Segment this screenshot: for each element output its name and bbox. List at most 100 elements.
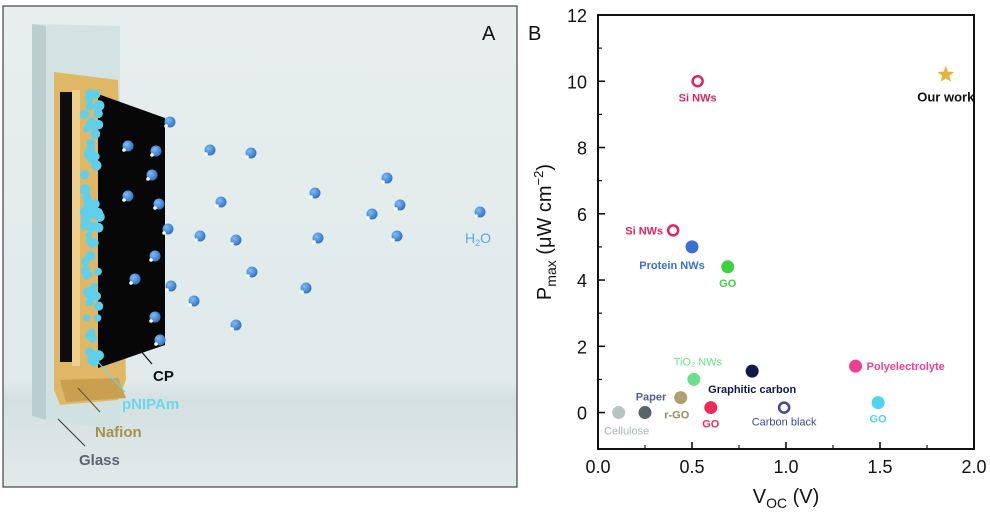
pnipam-bead — [83, 125, 91, 133]
water-hydrogen — [164, 124, 168, 128]
point-si-nws — [666, 224, 680, 237]
nafion-leader — [77, 387, 101, 413]
point-label-r-go: r-GO — [664, 410, 690, 422]
water-hydrogen — [474, 214, 478, 218]
water-hydrogen — [230, 327, 234, 331]
nafion-label: Nafion — [95, 424, 142, 441]
water-hydrogen — [149, 258, 153, 262]
pnipam-bead — [88, 334, 97, 343]
pnipam-bead — [85, 89, 95, 99]
point-label-go: GO — [719, 278, 737, 290]
device-schematic: CP pNIPAm Nafion Glass H2O A — [2, 5, 518, 488]
water-hydrogen — [381, 180, 385, 184]
pnipam-bead — [90, 238, 99, 248]
pnipam-bead — [93, 222, 104, 233]
point-label-graphitic-carbon: Graphitic carbon — [708, 384, 796, 396]
water-hydrogen — [394, 207, 398, 211]
pnipam-bead — [85, 298, 94, 307]
x-tick-label: 1.5 — [867, 457, 892, 477]
pnipam-bead — [92, 152, 100, 161]
scatter-chart: B 0.0 0.5 1.0 1.5 2.0 0 2 4 6 8 10 12 Si NWs Si NWs P… — [528, 6, 987, 511]
panel-b-letter: B — [528, 23, 541, 45]
pnipam-bead — [91, 89, 101, 99]
water-molecules — [122, 116, 486, 346]
pnipam-bead — [83, 149, 94, 160]
point-label-go: GO — [870, 414, 888, 426]
water-hydrogen — [194, 238, 198, 242]
axis-tick-labels: 0.0 0.5 1.0 1.5 2.0 0 2 4 6 8 10 12 — [567, 6, 987, 477]
y-tick-label: 12 — [567, 6, 587, 26]
pnipam-bead — [90, 357, 99, 366]
point-label-polyelectrolyte: Polyelectrolyte — [867, 361, 945, 373]
pnipam-bead — [91, 160, 102, 171]
water-hydrogen — [246, 274, 250, 278]
cp-layer — [98, 94, 165, 368]
pnipam-beads — [79, 89, 105, 367]
pnipam-bead — [93, 100, 105, 111]
pnipam-bead — [92, 291, 101, 301]
water-hydrogen — [165, 288, 169, 292]
pnipam-bead — [79, 170, 90, 180]
pnipam-bead — [93, 267, 102, 276]
water-hydrogen — [312, 240, 316, 244]
pnipam-bead — [88, 349, 96, 357]
point-label-our-work: Our work — [917, 90, 975, 105]
pnipam-bead — [86, 138, 96, 148]
pnipam-bead — [82, 193, 92, 203]
point-go — [704, 401, 718, 415]
pnipam-bead — [93, 207, 103, 218]
water-label: H2O — [465, 230, 491, 248]
point-graphitic-carbon — [745, 364, 759, 378]
point-label-paper: Paper — [636, 392, 667, 404]
panel-a-letter: A — [482, 23, 496, 45]
water-hydrogen — [300, 290, 304, 294]
point-go — [871, 396, 885, 410]
pnipam-bead — [82, 265, 91, 274]
water-hydrogen — [188, 303, 192, 307]
water-hydrogen — [149, 319, 153, 323]
water-hydrogen — [366, 216, 370, 220]
nafion-inner — [72, 90, 80, 366]
glass-edge — [32, 24, 46, 420]
pnipam-bead — [79, 206, 91, 218]
cp-leader — [139, 349, 153, 365]
x-tick-label: 0.0 — [585, 457, 610, 477]
panel-a-schematic: CP pNIPAm Nafion Glass H2O A — [2, 5, 518, 488]
point-label-go: GO — [702, 419, 720, 431]
x-tick-label: 0.5 — [679, 457, 704, 477]
point-protein-nws — [685, 240, 699, 254]
plot-frame — [597, 14, 975, 450]
pnipam-bead — [79, 184, 91, 196]
pnipam-bead — [90, 283, 99, 291]
pnipam-bead — [81, 257, 90, 267]
pnipam-bead — [80, 220, 90, 229]
data-labels: Si NWs Si NWs Protein NWs GO TiO₂ NWs Graphit… — [604, 90, 975, 438]
point-label-si-nws: Si NWs — [679, 92, 717, 104]
pnipam-bead — [90, 129, 101, 139]
x-tick-label: 2.0 — [961, 457, 986, 477]
water-hydrogen — [122, 148, 126, 152]
water-hydrogen — [230, 242, 234, 246]
y-axis-label: Pmax (μW cm−2) — [531, 164, 559, 300]
pnipam-bead — [94, 301, 104, 311]
water-hydrogen — [122, 198, 126, 202]
pnipam-label: pNIPAm — [122, 396, 179, 413]
pnipam-bead — [93, 314, 102, 322]
pnipam-bead — [94, 109, 103, 118]
water-hydrogen — [150, 153, 154, 157]
pnipam-bead — [85, 232, 93, 239]
cp-label: CP — [153, 368, 174, 385]
water-hydrogen — [154, 342, 158, 346]
point-label-tio-nws: TiO₂ NWs — [674, 356, 723, 368]
point-r-go — [674, 391, 688, 405]
water-hydrogen — [215, 204, 219, 208]
point-label-cellulose: Cellulose — [604, 426, 649, 438]
point-carbon-black — [777, 401, 791, 414]
pnipam-bead — [87, 200, 97, 211]
data-points — [612, 65, 955, 420]
water-hydrogen — [309, 195, 313, 199]
y-tick-label: 2 — [577, 337, 587, 357]
y-tick-label: 6 — [577, 205, 587, 225]
pnipam-bead — [83, 314, 91, 322]
axis-ticks — [597, 14, 975, 449]
